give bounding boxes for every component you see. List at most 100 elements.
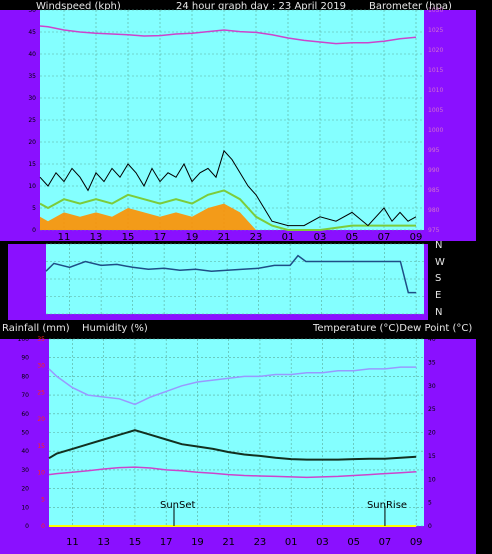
bottom-temp-tick: 0: [428, 523, 432, 530]
pressure-line: [39, 25, 417, 45]
top-left-tick: 35: [28, 73, 36, 80]
bottom-temp-tick: 35: [428, 359, 436, 366]
top-axes: 0510152025303540455097598098599099510001…: [28, 7, 443, 243]
top-x-tick: 19: [186, 232, 199, 243]
bottom-x-tick: 21: [222, 537, 235, 548]
bottom-x-tick: 19: [191, 537, 204, 548]
top-x-tick: 23: [250, 232, 263, 243]
top-x-tick: 15: [122, 232, 135, 243]
sunset-label: SunSet: [160, 500, 196, 511]
bottom-rain-tick: 15: [37, 443, 45, 450]
top-left-tick: 5: [32, 205, 36, 212]
top-x-tick: 01: [282, 232, 295, 243]
header-right: Barometer (hpa): [369, 1, 452, 12]
top-left-tick: 20: [28, 139, 36, 146]
top-right-tick: 990: [428, 167, 440, 174]
bottom-x-tick: 05: [347, 537, 360, 548]
bottom-rain-tick: 25: [37, 389, 45, 396]
bottom-humidity-tick: 80: [21, 373, 29, 380]
header-center: 24 hour graph day : 23 April 2019: [176, 1, 346, 12]
wind-gust-line: [39, 149, 417, 227]
compass-n-bottom: N: [435, 307, 442, 318]
bottom-temp-tick: 10: [428, 476, 436, 483]
label-rainfall: Rainfall (mm): [2, 323, 70, 334]
wind-low-area: [40, 203, 416, 230]
top-right-tick: 995: [428, 147, 440, 154]
top-left-tick: 25: [28, 117, 36, 124]
bottom-x-tick: 11: [66, 537, 79, 548]
top-left-tick: 50: [28, 7, 36, 14]
bottom-humidity-tick: 30: [21, 467, 29, 474]
top-left-tick: 40: [28, 51, 36, 58]
top-x-tick: 09: [410, 232, 423, 243]
bottom-humidity-tick: 70: [21, 392, 29, 399]
bottom-series: [48, 366, 417, 527]
bottom-x-tick: 15: [129, 537, 142, 548]
bottom-x-tick: 17: [160, 537, 173, 548]
bottom-temp-tick: 15: [428, 453, 436, 460]
top-x-tick: 11: [58, 232, 71, 243]
bottom-rain-tick: 0: [41, 523, 45, 530]
label-temperature: Temperature (°C)Dew Point (°C): [312, 323, 472, 334]
top-x-tick: 05: [346, 232, 359, 243]
top-right-tick: 1010: [428, 87, 443, 94]
compass-n-top: N: [435, 240, 442, 251]
top-series: [39, 25, 417, 231]
header-bar: [0, 0, 492, 10]
header-left: Windspeed (kph): [36, 1, 121, 12]
bottom-humidity-tick: 10: [21, 504, 29, 511]
bottom-temp-tick: 5: [428, 500, 432, 507]
top-left-tick: 30: [28, 95, 36, 102]
bottom-temp-tick: 30: [428, 383, 436, 390]
direction-grid: [46, 243, 424, 315]
top-right-tick: 1025: [428, 27, 443, 34]
sunrise-label: SunRise: [367, 500, 407, 511]
bottom-humidity-tick: 50: [21, 430, 29, 437]
direction-series: [45, 254, 417, 294]
bottom-rain-tick: 20: [37, 416, 45, 423]
temperature-line: [48, 429, 417, 461]
bottom-x-tick: 07: [379, 537, 392, 548]
bottom-x-tick: 09: [410, 537, 423, 548]
bottom-humidity-tick: 40: [21, 448, 29, 455]
top-grid: [40, 9, 424, 231]
top-right-tick: 1030: [428, 7, 443, 14]
top-right-tick: 1005: [428, 107, 443, 114]
compass-s: S: [435, 273, 441, 284]
bottom-rain-tick: 35: [37, 336, 45, 343]
top-x-tick: 17: [154, 232, 167, 243]
bottom-rain-tick: 5: [41, 496, 45, 503]
bottom-humidity-tick: 60: [21, 411, 29, 418]
bottom-temp-tick: 25: [428, 406, 436, 413]
bottom-humidity-tick: 90: [21, 355, 29, 362]
label-humidity: Humidity (%): [82, 323, 148, 334]
bottom-temp-tick: 40: [428, 336, 436, 343]
wind-average-line: [39, 189, 416, 231]
top-x-tick: 21: [218, 232, 231, 243]
bottom-x-tick: 03: [316, 537, 329, 548]
bottom-grid: [49, 338, 424, 527]
top-left-tick: 0: [32, 227, 36, 234]
compass-e: E: [435, 290, 441, 301]
top-right-tick: 1015: [428, 67, 443, 74]
top-left-tick: 45: [28, 29, 36, 36]
bottom-rain-tick: 30: [37, 363, 45, 370]
top-right-tick: 975: [428, 227, 440, 234]
bottom-x-tick: 01: [285, 537, 298, 548]
bottom-humidity-tick: 20: [21, 486, 29, 493]
bottom-x-tick: 13: [97, 537, 110, 548]
top-right-tick: 1000: [428, 127, 443, 134]
dewpoint-line: [48, 466, 417, 479]
top-right-tick: 985: [428, 187, 440, 194]
top-left-tick: 10: [28, 183, 36, 190]
humidity-line: [48, 366, 417, 406]
top-x-tick: 07: [378, 232, 391, 243]
bottom-humidity-tick: 100: [18, 336, 30, 343]
bottom-humidity-tick: 0: [25, 523, 29, 530]
bottom-axes: 0102030405060708090100051015202530350510…: [18, 336, 436, 548]
top-right-tick: 1020: [428, 47, 443, 54]
compass-w: W: [435, 257, 445, 268]
wind-direction-line: [45, 254, 417, 294]
